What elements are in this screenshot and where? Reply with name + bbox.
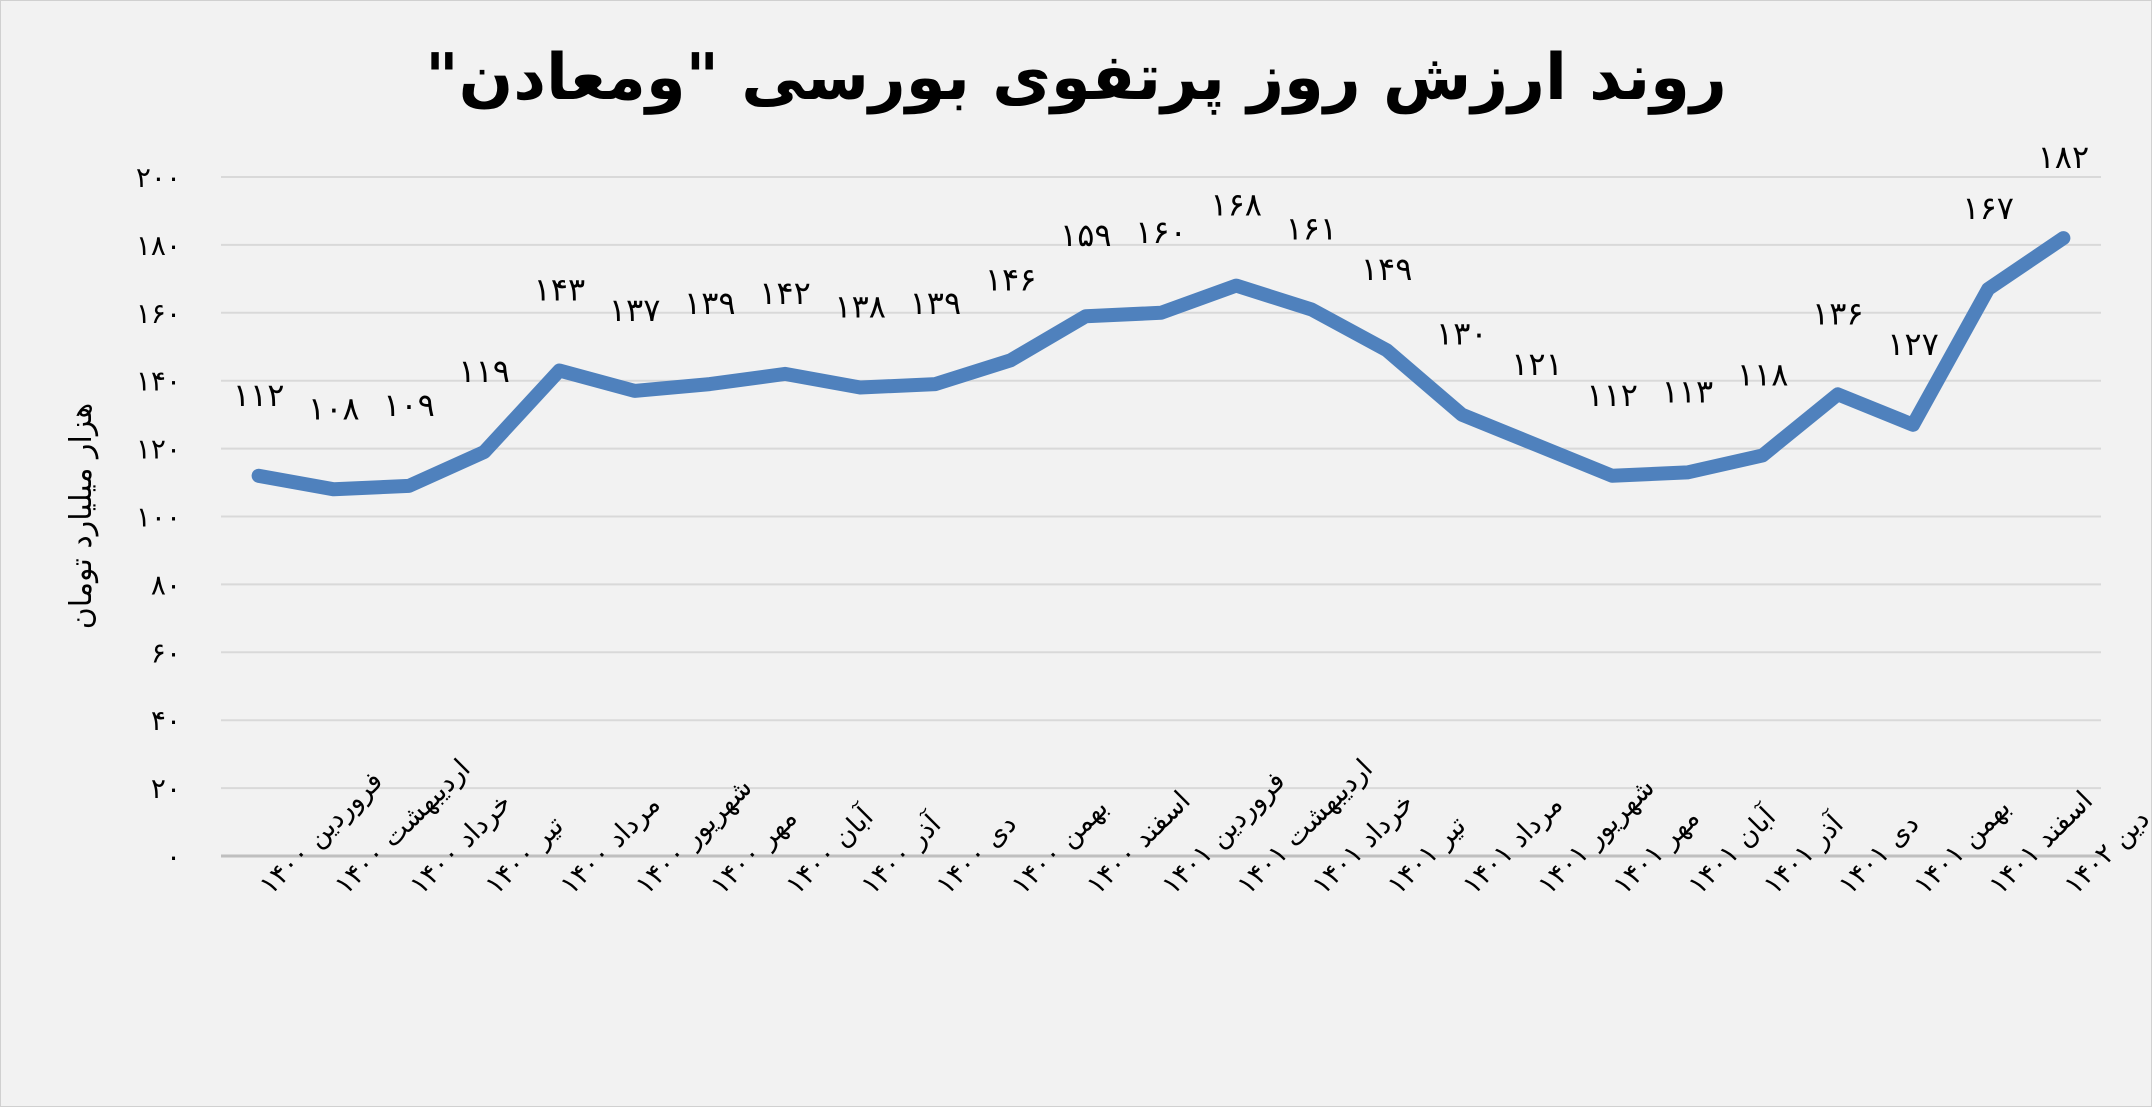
y-tick-label: ۱۰۰ — [136, 501, 181, 534]
data-label: ۱۳۶ — [1812, 294, 1864, 332]
y-tick-label: ۲۰ — [151, 772, 181, 805]
data-label: ۱۱۲ — [1586, 376, 1638, 414]
y-tick-label: ۰ — [166, 840, 181, 873]
data-label: ۱۶۷ — [1962, 189, 2014, 227]
data-label: ۱۶۰ — [1135, 213, 1187, 251]
data-label: ۱۰۸ — [308, 389, 360, 427]
y-tick-label: ۴۰ — [151, 704, 181, 737]
data-label: ۱۴۲ — [759, 274, 811, 312]
y-tick-label: ۲۰۰ — [136, 161, 181, 194]
data-label: ۱۴۶ — [985, 260, 1037, 298]
data-label: ۱۱۸ — [1737, 355, 1789, 393]
data-label: ۱۱۳ — [1662, 372, 1714, 410]
y-tick-label: ۱۸۰ — [136, 229, 181, 262]
data-label: ۱۲۷ — [1887, 325, 1939, 363]
data-label: ۱۱۲ — [233, 376, 285, 414]
data-labels: ۱۱۲ ۱۰۸ ۱۰۹ ۱۱۹ ۱۴۳ ۱۳۷ ۱۳۹ ۱۴۲ ۱۳۸ ۱۳۹ ۱۴۶ ۱۵۹ ۱۶۰ ۱… — [233, 138, 2089, 427]
data-label: ۱۶۱ — [1286, 209, 1338, 247]
chart-title: روند ارزش روز پرتفوی بورسی "ومعادن" — [425, 41, 1727, 115]
data-label: ۱۴۹ — [1361, 250, 1413, 288]
data-label: ۱۳۹ — [684, 284, 736, 322]
data-label: ۱۲۱ — [1511, 345, 1563, 383]
series-layer — [251, 231, 2071, 497]
data-label: ۱۳۷ — [609, 291, 661, 329]
y-axis-ticks: ۰ ۲۰ ۴۰ ۶۰ ۸۰ ۱۰۰ ۱۲۰ ۱۴۰ ۱۶۰ ۱۸۰ ۲۰۰ — [136, 161, 181, 873]
data-label: ۱۰۹ — [383, 386, 435, 424]
y-tick-label: ۱۲۰ — [136, 433, 181, 466]
data-label: ۱۸۲ — [2038, 138, 2090, 176]
series-line — [251, 231, 2071, 497]
data-label: ۱۴۳ — [534, 271, 586, 309]
y-axis-label: هزار میلیارد تومان — [64, 403, 99, 629]
data-label: ۱۵۹ — [1060, 216, 1112, 254]
y-tick-label: ۱۶۰ — [136, 297, 181, 330]
x-tick-label: اردیبهشت ۱۴۰۱ — [1231, 753, 1379, 901]
y-tick-label: ۶۰ — [151, 636, 181, 669]
data-label: ۱۶۸ — [1210, 186, 1262, 224]
data-label: ۱۱۹ — [458, 352, 510, 390]
gridlines — [221, 176, 2101, 858]
y-tick-label: ۱۴۰ — [136, 365, 181, 398]
x-tick-label: اردیبهشت ۱۴۰۰ — [329, 753, 477, 901]
data-label: ۱۳۸ — [834, 287, 886, 325]
data-label: ۱۳۹ — [910, 284, 962, 322]
y-tick-label: ۸۰ — [151, 568, 181, 601]
data-label: ۱۳۰ — [1436, 315, 1488, 353]
